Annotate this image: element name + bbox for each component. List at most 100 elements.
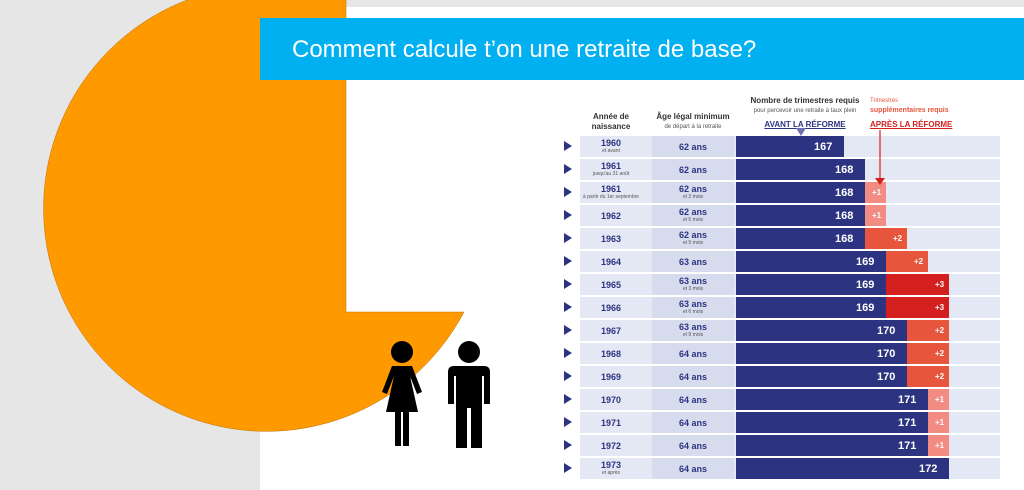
bar-before-reform [736, 274, 886, 295]
row-arrow-icon [564, 325, 572, 335]
quarters-value: 170 [877, 325, 896, 337]
birth-year: 1968 [600, 349, 622, 359]
man-icon [448, 341, 490, 448]
bar-extra-quarters [907, 320, 949, 341]
age-cell-background [652, 458, 734, 479]
legal-age: 62 ans et 9 mois [652, 230, 734, 246]
row-arrow-icon [564, 348, 572, 358]
birth-year: 1973 et après [582, 460, 640, 476]
bar-before-reform [736, 412, 928, 433]
header-legal-age-sub: de départ à la retraite [664, 124, 722, 130]
extra-quarters-label: +3 [935, 280, 945, 289]
birth-year: 1962 [600, 211, 622, 221]
row-arrow-icon [564, 302, 572, 312]
quarters-value: 170 [877, 348, 896, 360]
birth-year: 1967 [600, 326, 622, 336]
bar-extra-quarters [907, 366, 949, 387]
birth-year: 1961 jusqu'au 31 août [582, 161, 640, 177]
quarters-value: 169 [856, 279, 875, 291]
age-cell-background [652, 435, 734, 456]
bar-extra-quarters [928, 412, 949, 433]
row-arrow-icon [564, 417, 572, 427]
row-arrow-icon [564, 463, 572, 473]
header-extra-top: Trimestres [870, 98, 899, 104]
birth-year: 1965 [600, 280, 622, 290]
quarters-value: 167 [814, 141, 833, 153]
bar-extra-quarters [865, 205, 886, 226]
bar-extra-quarters [928, 389, 949, 410]
bar-before-reform [736, 343, 907, 364]
row-arrow-icon [564, 279, 572, 289]
quarters-value: 171 [898, 417, 917, 429]
extra-quarters-label: +3 [935, 303, 945, 312]
row-arrow-icon [564, 164, 572, 174]
header-birth-year: Année de naissance [591, 112, 631, 131]
legal-age: 63 ans et 3 mois [652, 276, 734, 292]
before-reform-marker-icon [796, 128, 806, 136]
bar-extra-quarters [907, 343, 949, 364]
legal-age: 63 ans et 9 mois [652, 322, 734, 338]
orange-pie-shape [43, 0, 465, 432]
legal-age: 63 ans [678, 257, 708, 267]
extra-quarters-label: +1 [935, 418, 945, 427]
extra-quarters-label: +2 [935, 372, 945, 381]
bar-before-reform [736, 159, 865, 180]
retirement-table: Année de naissance Âge légal minimum de … [560, 90, 1000, 490]
age-cell-background [652, 228, 734, 249]
legal-age: 64 ans [678, 441, 708, 451]
bar-before-reform [736, 389, 928, 410]
header-legal-age-title: Âge légal minimum [656, 112, 730, 121]
header-quarters-title: Nombre de trimestres requis [750, 96, 860, 105]
birth-year: 1966 [600, 303, 622, 313]
legal-age: 62 ans et 3 mois [652, 184, 734, 200]
age-cell-background [652, 366, 734, 387]
row-arrow-icon [564, 440, 572, 450]
age-cell-background [652, 412, 734, 433]
extra-quarters-label: +1 [935, 395, 945, 404]
age-cell-background [652, 274, 734, 295]
age-cell-background [652, 159, 734, 180]
quarters-value: 169 [856, 256, 875, 268]
legal-age: 62 ans [678, 165, 708, 175]
legal-age-note: et 3 mois [682, 194, 704, 200]
bar-extra-quarters [886, 297, 949, 318]
quarters-value: 171 [898, 440, 917, 452]
legal-age: 63 ans et 6 mois [652, 299, 734, 315]
legal-age-note: et 6 mois [682, 309, 704, 315]
header-after-reform: APRÈS LA RÉFORME [870, 120, 953, 129]
extra-quarters-label: +2 [914, 257, 924, 266]
birth-year-note: à partir du 1er septembre [582, 194, 640, 200]
quarters-value: 169 [856, 302, 875, 314]
birth-year-note: jusqu'au 31 août [592, 171, 630, 177]
birth-year: 1971 [600, 418, 622, 428]
header-before-reform: AVANT LA RÉFORME [764, 120, 846, 129]
quarters-value: 171 [898, 394, 917, 406]
birth-year: 1964 [600, 257, 622, 267]
extra-quarters-label: +1 [872, 211, 882, 220]
bar-extra-quarters [865, 228, 907, 249]
legal-age: 62 ans et 6 mois [652, 207, 734, 223]
legal-age-note: et 6 mois [682, 217, 704, 223]
header-extra: Trimestres supplémentaires requis APRÈS … [870, 96, 954, 130]
bar-before-reform [736, 136, 844, 157]
bar-before-reform [736, 320, 907, 341]
age-cell-background [652, 343, 734, 364]
birth-year: 1970 [600, 395, 622, 405]
birth-year: 1961 à partir du 1er septembre [582, 184, 640, 200]
slide-title: Comment calcule t’on une retraite de bas… [292, 36, 757, 63]
birth-year: 1960 et avant [582, 138, 640, 154]
birth-year-note: et avant [602, 148, 620, 154]
legal-age: 64 ans [678, 418, 708, 428]
extra-quarters-label: +2 [893, 234, 903, 243]
birth-year: 1963 [600, 234, 622, 244]
header-extra-title: supplémentaires requis [870, 107, 949, 114]
row-arrow-icon [564, 141, 572, 151]
legal-age-note: et 3 mois [682, 286, 704, 292]
row-arrow-icon [564, 187, 572, 197]
row-arrow-icon [564, 256, 572, 266]
row-arrow-icon [564, 371, 572, 381]
header-quarters: Nombre de trimestres requis pour percevo… [740, 96, 870, 130]
birth-year-note: et après [601, 470, 621, 476]
bar-before-reform [736, 458, 949, 479]
age-cell-background [652, 389, 734, 410]
